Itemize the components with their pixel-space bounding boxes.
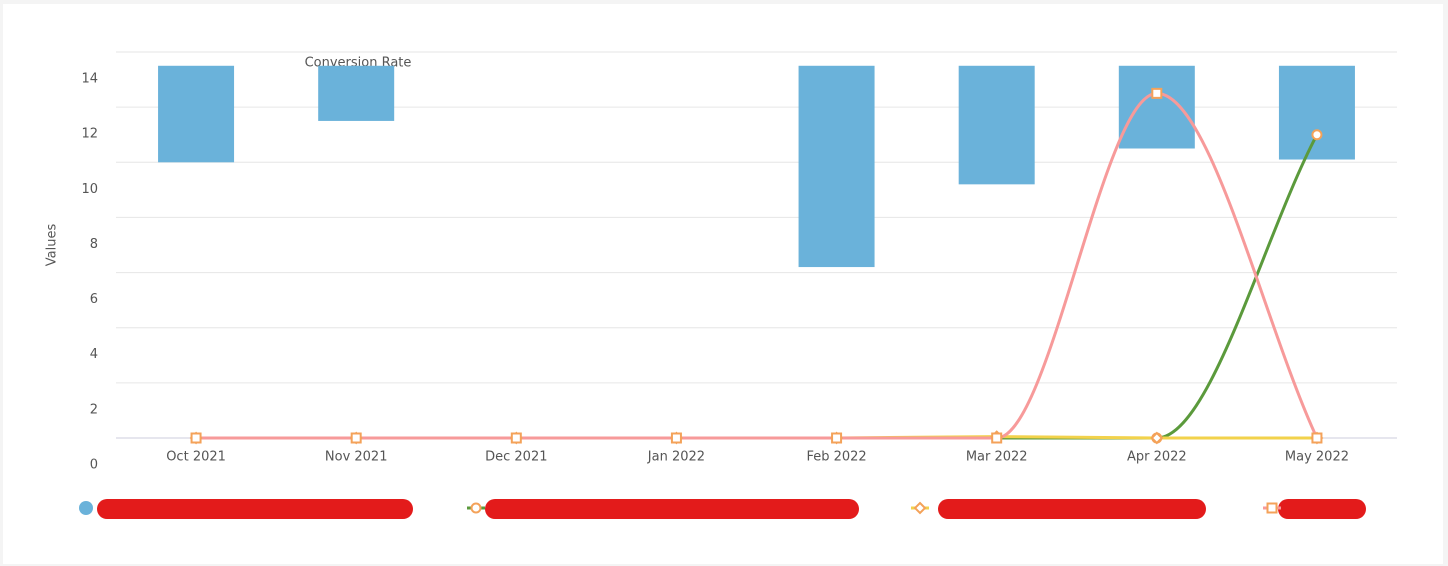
y-tick-label: 2 [90, 402, 98, 417]
y-tick-label: 0 [90, 458, 98, 473]
redaction [938, 499, 1206, 519]
x-tick-label: Apr 2022 [1127, 450, 1187, 465]
legend-symbol [1266, 502, 1278, 514]
x-tick-label: Jan 2022 [647, 450, 705, 465]
marker [510, 432, 522, 444]
x-tick-label: Oct 2021 [166, 450, 226, 465]
y-axis-label: Values [45, 224, 60, 267]
redaction [97, 499, 413, 519]
y-tick-label: 12 [81, 127, 98, 142]
range-bar [798, 65, 875, 268]
marker [350, 432, 362, 444]
range-bar [958, 65, 1035, 185]
x-tick-label: Feb 2022 [806, 450, 866, 465]
x-tick-label: May 2022 [1285, 450, 1349, 465]
y-tick-label: 6 [90, 292, 98, 307]
marker [831, 432, 843, 444]
marker [1311, 432, 1323, 444]
marker [1311, 129, 1323, 141]
legend-symbol [913, 501, 927, 515]
y-tick-label: 4 [90, 347, 98, 362]
range-bar [318, 65, 395, 121]
y-tick-label: 14 [81, 72, 98, 87]
x-tick-label: Dec 2021 [485, 450, 547, 465]
legend-symbol [79, 501, 93, 515]
range-bar [1118, 65, 1195, 149]
marker [190, 432, 202, 444]
marker [991, 432, 1003, 444]
y-tick-label: 8 [90, 237, 98, 252]
redaction [485, 499, 859, 519]
range-bar [158, 65, 235, 163]
x-tick-label: Mar 2022 [966, 450, 1028, 465]
marker [1151, 87, 1163, 99]
plot: 0 2 4 6 8 10 12 14 Oct 2021 Nov 2021 Dec 2021 Jan 2… [81, 51, 1397, 473]
card [3, 4, 1443, 564]
y-tick-label: 10 [81, 182, 98, 197]
x-tick-label: Nov 2021 [325, 450, 388, 465]
marker [1150, 431, 1164, 445]
marker [670, 432, 682, 444]
redaction [1278, 499, 1366, 519]
legend-symbol [470, 502, 482, 514]
range-bar [1278, 65, 1355, 160]
